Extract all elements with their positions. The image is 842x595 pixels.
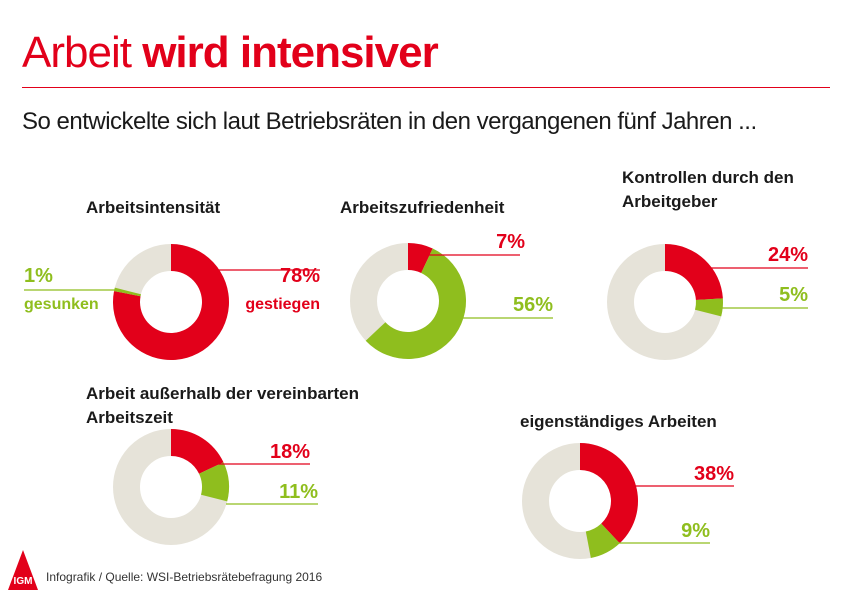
page-subtitle: So entwickelte sich laut Betriebsräten i…: [22, 108, 757, 135]
logo-text: IGM: [14, 576, 33, 587]
chart-title-eigenstaendig: eigenständiges Arbeiten: [520, 412, 717, 431]
chart-title-kontrollen: Kontrollen durch den Arbeitgeber: [622, 166, 794, 214]
data-label: 1%: [24, 265, 53, 287]
donut-slice-green: [365, 248, 466, 359]
data-label: gestiegen: [245, 296, 320, 313]
donut-slice-green: [199, 462, 229, 502]
donut-slice-red: [408, 243, 433, 273]
data-label: 38%: [694, 463, 734, 485]
data-label: 78%: [280, 265, 320, 287]
donut-slice-red: [113, 244, 229, 360]
chart-title-line: Arbeit außerhalb der vereinbarten: [86, 384, 360, 403]
donut-slice-red: [171, 429, 224, 474]
donut-group: [113, 243, 724, 559]
donut-slice-red: [580, 443, 638, 544]
data-label: 5%: [779, 284, 808, 306]
data-label: 11%: [279, 481, 318, 503]
chart-title-line: Kontrollen durch den: [622, 168, 794, 187]
igm-logo: IGM: [8, 550, 38, 590]
donut-slice-green: [585, 523, 620, 558]
data-label: 9%: [681, 520, 710, 542]
title-divider: [22, 87, 830, 88]
data-label: 24%: [768, 244, 808, 266]
chart-title-arbeitszufriedenheit: Arbeitszufriedenheit: [340, 198, 505, 217]
data-label: 56%: [513, 294, 553, 316]
data-label: 7%: [496, 231, 525, 253]
donut-slice-green: [114, 287, 141, 297]
title-bold: wird intensiver: [142, 28, 439, 77]
chart-title-arbeitszeit: Arbeit außerhalb der vereinbarten Arbeits…: [86, 382, 359, 430]
logo-triangle: [8, 550, 38, 590]
chart-title-line: Arbeitszeit: [86, 408, 173, 427]
title-regular: Arbeit: [22, 28, 132, 77]
source-note: Infografik / Quelle: WSI-Betriebsrätebef…: [46, 570, 323, 584]
donut-slice-red: [665, 243, 723, 301]
chart-title-line: Arbeitgeber: [622, 192, 718, 211]
data-label: 18%: [270, 441, 310, 463]
page-title: Arbeit wird intensiver: [22, 28, 439, 78]
chart-title-arbeitsintensitaet: Arbeitsintensität: [86, 198, 221, 217]
donut-slice-green: [695, 298, 724, 317]
data-label: gesunken: [24, 296, 99, 313]
